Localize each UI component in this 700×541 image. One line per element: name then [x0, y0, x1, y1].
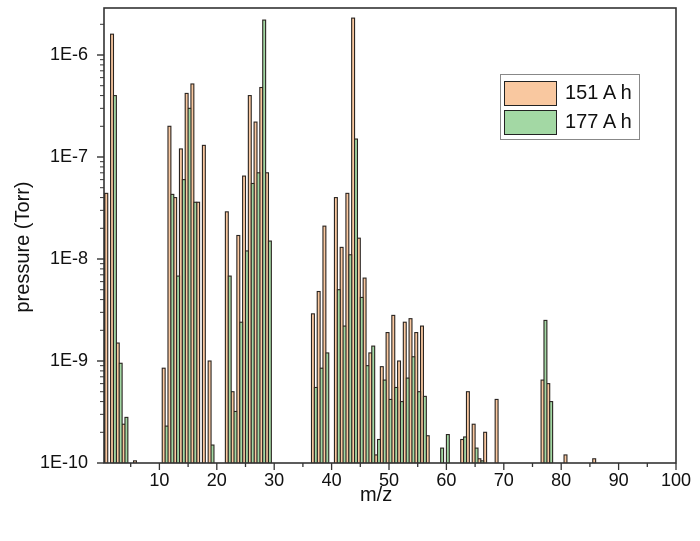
- bar-177ah-mz77: [543, 319, 548, 464]
- x-tick-label: 40: [321, 470, 342, 490]
- bar-151ah-mz18: [201, 144, 206, 464]
- bar-177ah-mz14: [181, 179, 186, 464]
- x-tick-label: 10: [149, 470, 170, 490]
- bar-177ah-mz24: [239, 321, 244, 464]
- bar-177ah-mz11: [164, 425, 169, 464]
- legend-label: 151 A h: [565, 81, 632, 104]
- bar-177ah-mz29: [267, 240, 272, 464]
- y-axis-label: pressure (Torr): [12, 181, 34, 313]
- bar-177ah-mz3: [118, 362, 123, 464]
- bar-177ah-mz2: [112, 95, 117, 464]
- y-tick-label: 1E-8: [49, 248, 88, 268]
- bar-177ah-mz39: [325, 352, 330, 464]
- bar-177ah-mz63: [463, 436, 468, 464]
- bar-177ah-mz27: [256, 172, 261, 464]
- y-tick-label: 1E-6: [49, 44, 88, 64]
- x-tick-label: 70: [493, 470, 514, 490]
- legend-item-151ah: 151 A h: [504, 79, 632, 107]
- x-tick-label: 60: [436, 470, 457, 490]
- bar-177ah-mz78: [549, 401, 554, 464]
- bar-177ah-mz26: [250, 182, 255, 464]
- bar-151ah-mz1: [104, 192, 109, 464]
- x-tick-label: 50: [378, 470, 400, 490]
- x-tick-label: 30: [264, 470, 285, 490]
- bar-177ah-mz53: [405, 377, 410, 464]
- bar-177ah-mz13: [176, 275, 181, 464]
- y-tick-label: 1E-10: [39, 452, 88, 472]
- y-axis-label-wrap: pressure (Torr): [4, 181, 34, 312]
- bar-177ah-mz15: [187, 107, 192, 464]
- x-tick-label: 80: [551, 470, 572, 490]
- bar-177ah-mz22: [227, 275, 232, 464]
- legend-label: 177 A h: [565, 110, 632, 133]
- bar-177ah-mz38: [319, 367, 324, 464]
- x-tick-label: 90: [608, 470, 629, 490]
- axes-frame: [103, 7, 677, 464]
- legend-swatch-orange: [504, 80, 557, 106]
- bar-177ah-mz43: [348, 254, 353, 464]
- bar-177ah-mz52: [399, 401, 404, 464]
- bar-177ah-mz60: [445, 434, 450, 464]
- legend: 151 A h 177 A h: [500, 74, 640, 140]
- bar-177ah-mz44: [354, 138, 359, 464]
- bar-177ah-mz59: [440, 447, 445, 464]
- bar-177ah-mz12: [170, 193, 175, 464]
- bar-177ah-mz48: [376, 438, 381, 464]
- x-tick-label: 100: [660, 470, 692, 490]
- legend-item-177ah: 177 A h: [504, 108, 632, 136]
- bar-177ah-mz46: [365, 365, 370, 464]
- bar-151ah-mz81: [563, 454, 568, 464]
- bar-177ah-mz49: [382, 379, 387, 464]
- bar-177ah-mz28: [262, 19, 267, 464]
- bar-177ah-mz47: [371, 345, 376, 464]
- bar-177ah-mz65: [474, 447, 479, 464]
- bar-177ah-mz54: [411, 356, 416, 464]
- y-tick-label: 1E-7: [49, 146, 88, 166]
- bar-177ah-mz23: [233, 410, 238, 464]
- y-tick-label: 1E-9: [49, 350, 88, 370]
- bar-177ah-mz25: [244, 250, 249, 464]
- bar-177ah-mz37: [313, 386, 318, 464]
- x-tick-label: 20: [206, 470, 227, 490]
- bar-177ah-mz55: [417, 391, 422, 464]
- bar-151ah-mz67: [483, 431, 488, 464]
- bar-177ah-mz50: [388, 398, 393, 464]
- bar-177ah-mz51: [394, 386, 399, 464]
- bar-177ah-mz56: [422, 395, 427, 464]
- bar-177ah-mz16: [193, 201, 198, 464]
- x-axis-label: m/z: [360, 484, 393, 506]
- bar-177ah-mz19: [210, 444, 215, 464]
- bar-177ah-mz45: [359, 296, 364, 464]
- legend-swatch-green: [504, 109, 557, 135]
- bar-177ah-mz42: [342, 325, 347, 464]
- bar-177ah-mz4: [124, 416, 129, 464]
- bar-151ah-mz69: [494, 398, 499, 464]
- bar-177ah-mz41: [336, 289, 341, 464]
